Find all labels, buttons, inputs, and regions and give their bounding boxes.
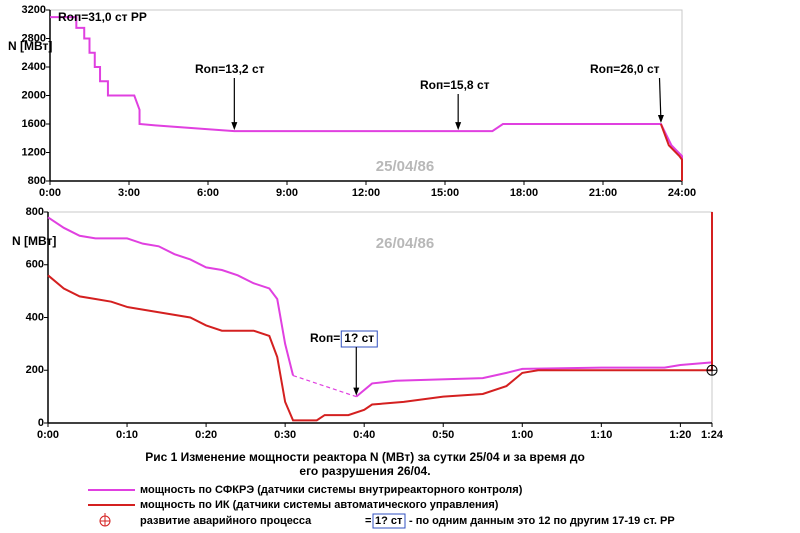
arrow-head bbox=[231, 122, 238, 131]
y-tick-label: 1200 bbox=[22, 146, 46, 158]
x-tick-label: 0:10 bbox=[116, 429, 138, 441]
legend-label: мощность по СФКРЭ (датчики системы внутр… bbox=[140, 484, 523, 496]
annotation: Rоп=31,0 ст РР bbox=[58, 10, 147, 24]
y-tick-label: 2800 bbox=[22, 32, 46, 44]
y-tick-label: 600 bbox=[26, 259, 44, 271]
x-tick-label: 1:10 bbox=[590, 429, 612, 441]
x-tick-label: 18:00 bbox=[510, 187, 538, 199]
y-axis-label: N [МВт] bbox=[8, 39, 52, 53]
annotation: Rоп=15,8 ст bbox=[420, 78, 490, 92]
legend-note: - по одним данным это 12 по другим 17-19… bbox=[409, 515, 675, 527]
y-tick-label: 400 bbox=[26, 311, 44, 323]
legend-note-box-text: 1? ст bbox=[375, 515, 403, 527]
annotation: Rоп=26,0 ст bbox=[590, 62, 660, 76]
y-tick-label: 2000 bbox=[22, 89, 46, 101]
legend-label: мощность по ИК (датчики системы автомати… bbox=[140, 499, 499, 511]
date-label: 25/04/86 bbox=[376, 158, 434, 175]
x-tick-label: 24:00 bbox=[668, 187, 696, 199]
plot-frame bbox=[49, 9, 683, 182]
x-tick-label: 15:00 bbox=[431, 187, 459, 199]
annotation-arrow bbox=[658, 77, 662, 122]
x-tick-label: 12:00 bbox=[352, 187, 380, 199]
arrow-head bbox=[657, 115, 664, 123]
y-tick-label: 800 bbox=[26, 206, 44, 218]
y-axis-label: N [МВт] bbox=[12, 234, 56, 248]
y-tick-label: 0 bbox=[38, 417, 44, 429]
x-tick-label: 9:00 bbox=[276, 187, 298, 199]
annotation: Rоп=13,2 ст bbox=[195, 62, 265, 76]
x-tick-label: 0:00 bbox=[39, 187, 61, 199]
x-tick-label: 0:00 bbox=[37, 429, 59, 441]
x-tick-label: 0:20 bbox=[195, 429, 217, 441]
legend-label: развитие аварийного процесса bbox=[140, 515, 312, 527]
caption: его разрушения 26/04. bbox=[299, 464, 430, 478]
x-tick-label: 1:00 bbox=[511, 429, 533, 441]
data-line bbox=[355, 361, 713, 398]
arrow-head bbox=[455, 122, 462, 131]
y-tick-label: 2400 bbox=[22, 61, 46, 73]
legend-note-box bbox=[372, 513, 406, 529]
x-tick-label: 0:50 bbox=[432, 429, 454, 441]
data-line bbox=[47, 216, 295, 376]
annotation-box-text: 1? ст bbox=[344, 331, 374, 345]
x-tick-label: 21:00 bbox=[589, 187, 617, 199]
x-tick-label: 1:24 bbox=[701, 429, 724, 441]
x-tick-label: 3:00 bbox=[118, 187, 140, 199]
x-tick-label: 1:20 bbox=[669, 429, 691, 441]
data-line bbox=[50, 16, 683, 160]
y-tick-label: 200 bbox=[26, 364, 44, 376]
y-tick-label: 3200 bbox=[22, 4, 46, 16]
x-tick-label: 0:40 bbox=[353, 429, 375, 441]
y-tick-label: 1600 bbox=[22, 118, 46, 130]
legend-note-prefix: = bbox=[365, 515, 371, 527]
annotation: Rоп= bbox=[310, 331, 340, 345]
y-tick-label: 800 bbox=[28, 175, 46, 187]
data-line bbox=[659, 123, 683, 181]
caption: Рис 1 Изменение мощности реактора N (МВт… bbox=[145, 450, 585, 464]
gap-line bbox=[292, 374, 357, 398]
x-tick-label: 0:30 bbox=[274, 429, 296, 441]
annotation-box bbox=[340, 330, 378, 348]
x-tick-label: 6:00 bbox=[197, 187, 219, 199]
data-line bbox=[47, 212, 713, 422]
arrow-head bbox=[353, 387, 360, 396]
date-label: 26/04/86 bbox=[376, 235, 434, 252]
